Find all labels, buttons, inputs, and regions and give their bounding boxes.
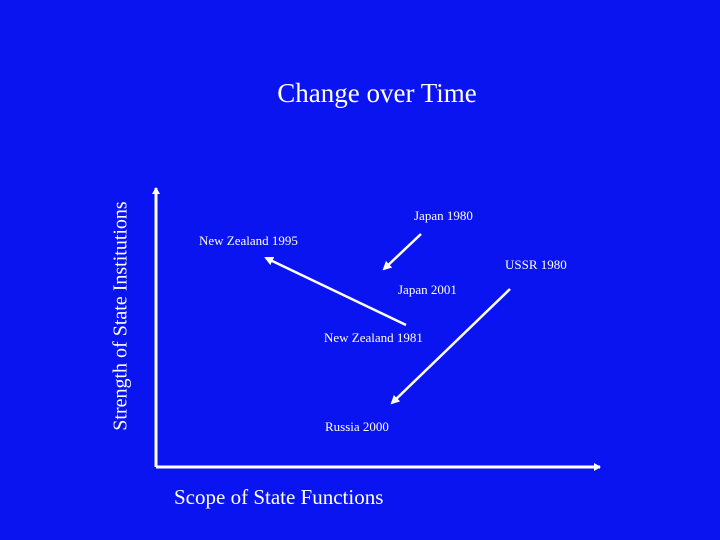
slide-title: Change over Time	[277, 78, 477, 108]
label-japan-1980: Japan 1980	[414, 208, 473, 223]
arrow-ussr-russia	[390, 288, 511, 405]
x-axis-label: Scope of State Functions	[174, 485, 384, 509]
y-axis-label: Strength of State Institutions	[109, 201, 132, 431]
arrow-new-zealand	[264, 256, 407, 327]
label-russia-2000: Russia 2000	[325, 419, 389, 434]
label-new-zealand-1995: New Zealand 1995	[199, 233, 298, 248]
label-ussr-1980: USSR 1980	[505, 257, 567, 272]
arrow-japan	[382, 233, 422, 271]
label-new-zealand-1981: New Zealand 1981	[324, 330, 423, 345]
label-japan-2001: Japan 2001	[398, 282, 457, 297]
